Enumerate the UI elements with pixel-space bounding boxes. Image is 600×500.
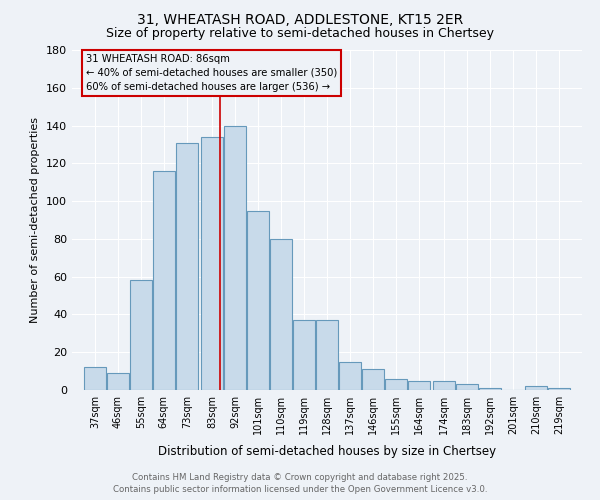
Bar — [433, 380, 455, 390]
Bar — [362, 369, 384, 390]
Text: Size of property relative to semi-detached houses in Chertsey: Size of property relative to semi-detach… — [106, 28, 494, 40]
Bar — [247, 210, 269, 390]
Bar — [479, 388, 501, 390]
Bar — [548, 388, 570, 390]
X-axis label: Distribution of semi-detached houses by size in Chertsey: Distribution of semi-detached houses by … — [158, 446, 496, 458]
Text: 31, WHEATASH ROAD, ADDLESTONE, KT15 2ER: 31, WHEATASH ROAD, ADDLESTONE, KT15 2ER — [137, 12, 463, 26]
Bar — [176, 142, 198, 390]
Bar — [224, 126, 246, 390]
Bar — [293, 320, 315, 390]
Bar — [130, 280, 152, 390]
Bar — [107, 373, 129, 390]
Bar — [456, 384, 478, 390]
Bar — [316, 320, 338, 390]
Bar — [270, 239, 292, 390]
Text: Contains HM Land Registry data © Crown copyright and database right 2025.
Contai: Contains HM Land Registry data © Crown c… — [113, 472, 487, 494]
Text: 31 WHEATASH ROAD: 86sqm
← 40% of semi-detached houses are smaller (350)
60% of s: 31 WHEATASH ROAD: 86sqm ← 40% of semi-de… — [86, 54, 337, 92]
Bar — [153, 171, 175, 390]
Bar — [339, 362, 361, 390]
Bar — [385, 378, 407, 390]
Bar — [84, 368, 106, 390]
Bar — [408, 380, 430, 390]
Bar — [525, 386, 547, 390]
Y-axis label: Number of semi-detached properties: Number of semi-detached properties — [31, 117, 40, 323]
Bar — [201, 137, 223, 390]
